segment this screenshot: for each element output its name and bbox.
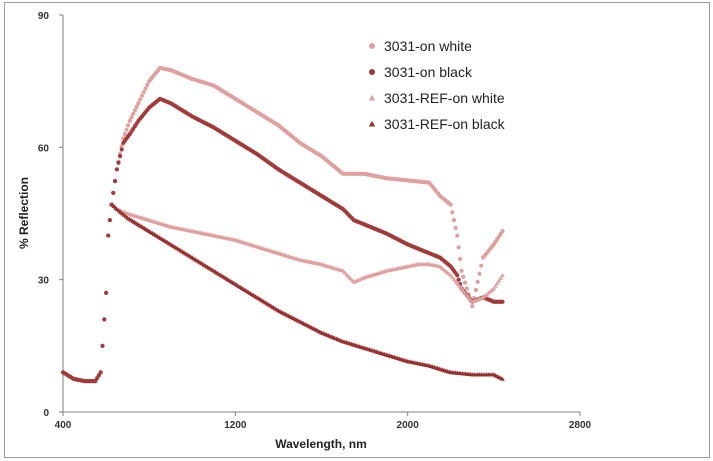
- data-point: [456, 277, 461, 282]
- data-point: [461, 288, 466, 293]
- y-axis-title: % Reflection: [17, 177, 31, 249]
- data-point: [475, 279, 480, 284]
- legend-label: 3031-REF-on black: [384, 116, 506, 132]
- y-tick-label: 60: [38, 143, 50, 154]
- legend-label: 3031-REF-on white: [384, 90, 505, 106]
- data-point: [112, 179, 118, 184]
- data-point: [448, 202, 453, 207]
- data-point: [470, 304, 475, 309]
- data-point: [464, 292, 470, 297]
- data-point: [129, 115, 134, 120]
- x-tick-label: 400: [55, 420, 72, 431]
- data-point: [124, 127, 129, 132]
- axis-ticks: 400 1200 2000 2800 0 30 60 90: [38, 11, 592, 431]
- data-point: [134, 104, 139, 109]
- y-tick-label: 30: [38, 276, 50, 287]
- data-point: [111, 190, 116, 196]
- data-point: [468, 297, 473, 302]
- legend-label: 3031-on white: [384, 38, 472, 54]
- data-point: [455, 281, 461, 286]
- data-point: [491, 286, 497, 291]
- data-point: [473, 287, 478, 293]
- series-4: [110, 202, 505, 381]
- data-point: [459, 268, 464, 273]
- data-point: [500, 229, 505, 234]
- data-point: [457, 256, 463, 262]
- data-point: [461, 274, 466, 279]
- data-point: [456, 245, 461, 250]
- data-point: [122, 132, 128, 137]
- data-point: [127, 118, 132, 123]
- series-2: [60, 96, 505, 384]
- data-point: [479, 263, 484, 268]
- data-point: [119, 147, 124, 152]
- data-point: [463, 280, 468, 285]
- data-point: [126, 123, 131, 128]
- data-point: [500, 299, 505, 304]
- x-tick-label: 2800: [569, 420, 592, 431]
- x-tick-label: 1200: [224, 420, 247, 431]
- data-point: [106, 233, 111, 238]
- series-layer: [60, 65, 505, 384]
- data-point: [103, 290, 109, 295]
- data-point: [493, 283, 498, 288]
- data-point: [459, 286, 464, 291]
- data-point: [450, 275, 455, 280]
- data-point: [452, 277, 457, 282]
- data-point: [462, 290, 468, 295]
- legend-marker: [368, 120, 376, 127]
- legend-item: 3031-REF-on black: [368, 116, 506, 132]
- data-point: [100, 343, 105, 348]
- data-point: [457, 283, 463, 289]
- legend-item: 3031-REF-on white: [368, 90, 505, 106]
- data-point: [131, 111, 136, 116]
- data-point: [464, 286, 470, 291]
- legend-marker: [369, 69, 375, 75]
- legend-marker: [369, 43, 375, 49]
- data-point: [143, 86, 148, 91]
- data-point: [141, 90, 146, 95]
- data-point: [451, 218, 457, 223]
- data-point: [119, 144, 124, 149]
- data-point: [448, 272, 454, 278]
- data-point: [145, 82, 150, 87]
- data-point: [450, 210, 455, 215]
- data-point: [116, 160, 121, 165]
- legend-item: 3031-on white: [369, 38, 472, 54]
- data-point: [500, 272, 505, 278]
- chart-frame: [4, 2, 710, 458]
- legend-marker: [368, 94, 376, 101]
- data-point: [117, 154, 123, 159]
- legend-item: 3031-on black: [369, 64, 473, 80]
- data-point: [139, 93, 145, 98]
- data-point: [466, 295, 472, 300]
- x-tick-label: 2000: [397, 420, 420, 431]
- legend: 3031-on white 3031-on black 3031-REF-on wh…: [368, 38, 506, 132]
- data-point: [500, 376, 505, 381]
- data-point: [453, 279, 459, 284]
- data-point: [138, 97, 143, 102]
- data-point: [136, 101, 141, 106]
- data-point: [114, 167, 119, 172]
- legend-label: 3031-on black: [384, 64, 473, 80]
- data-point: [494, 280, 500, 286]
- y-tick-label: 0: [43, 408, 49, 419]
- data-point: [498, 275, 504, 280]
- data-point: [107, 218, 112, 223]
- data-point: [453, 225, 458, 230]
- series-3: [110, 202, 505, 304]
- y-tick-label: 90: [38, 11, 50, 22]
- data-point: [102, 317, 107, 322]
- series-1: [60, 65, 505, 384]
- data-point: [132, 108, 138, 113]
- x-axis-title: Wavelength, nm: [275, 437, 367, 451]
- data-point: [455, 273, 460, 278]
- data-point: [455, 233, 460, 238]
- data-point: [98, 370, 103, 375]
- data-point: [496, 278, 502, 283]
- data-point: [477, 271, 482, 276]
